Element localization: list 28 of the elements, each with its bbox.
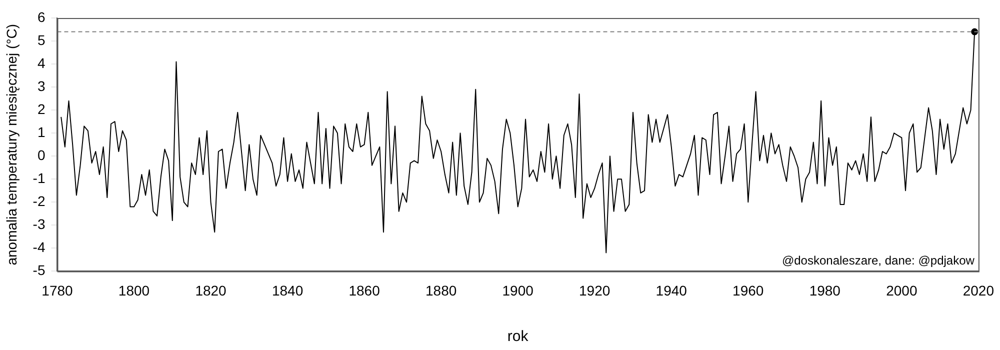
y-tick-label: 6: [37, 8, 46, 25]
y-tick-label: -3: [32, 216, 46, 232]
y-tick-label: 2: [37, 100, 46, 117]
y-tick-label: 0: [37, 146, 46, 163]
y-tick-label: -1: [32, 170, 46, 186]
x-tick-label: 1860: [348, 282, 380, 298]
x-tick-label: 1840: [272, 282, 304, 298]
x-tick-label: 2020: [962, 282, 994, 298]
x-tick-label: 1980: [809, 282, 841, 298]
x-tick-label: 1780: [42, 282, 74, 298]
x-tick-label: 1920: [579, 282, 610, 298]
x-tick-label: 1900: [502, 282, 534, 298]
y-tick-label: 5: [37, 32, 46, 48]
x-tick-label: 1960: [732, 282, 764, 298]
y-tick-label: 4: [37, 54, 46, 71]
annotation: @doskonaleszare, dane: @pdjakow: [782, 254, 975, 268]
y-axis-title: anomalia temperatury miesięcznej (°C): [3, 24, 20, 266]
y-tick-label: -4: [32, 239, 46, 256]
x-tick-label: 1940: [656, 282, 688, 298]
y-tick-label: -2: [32, 193, 46, 210]
y-tick-label: 1: [37, 124, 46, 140]
y-tick-label: 3: [37, 78, 46, 94]
x-axis-title: rok: [507, 328, 529, 346]
x-tick-label: 1820: [195, 282, 227, 298]
x-tick-label: 1880: [425, 282, 457, 298]
x-tick-label: 2000: [886, 282, 918, 298]
x-tick-label: 1800: [118, 282, 150, 298]
y-tick-label: -5: [32, 262, 46, 278]
